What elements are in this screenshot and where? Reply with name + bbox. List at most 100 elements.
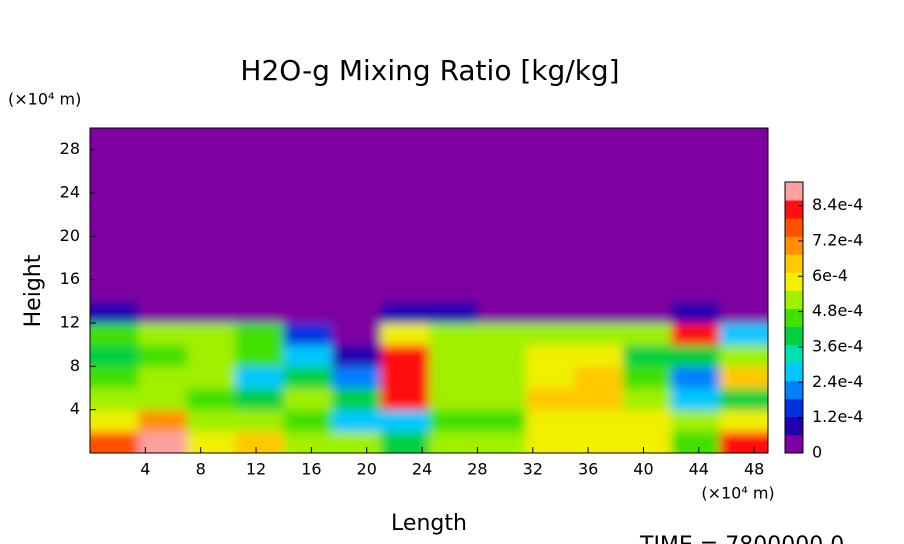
field-cell bbox=[525, 323, 575, 346]
field-cell bbox=[283, 279, 333, 302]
field-cell bbox=[719, 258, 768, 281]
field-cell bbox=[525, 279, 575, 302]
field-cell bbox=[671, 236, 721, 259]
field-cell bbox=[138, 193, 188, 216]
field-cell bbox=[283, 236, 333, 259]
field-cell bbox=[186, 431, 236, 453]
field-cell bbox=[622, 128, 672, 151]
field-cell bbox=[186, 344, 236, 367]
field-cell bbox=[380, 366, 430, 389]
field-cell bbox=[719, 193, 768, 216]
x-tick-label: 20 bbox=[357, 460, 377, 479]
field-cell bbox=[138, 388, 188, 411]
field-cell bbox=[622, 214, 672, 237]
field-cell bbox=[186, 128, 236, 151]
field-cell bbox=[429, 128, 478, 151]
field-cell bbox=[186, 214, 236, 237]
field-cell bbox=[380, 344, 430, 367]
field-cell bbox=[283, 149, 333, 172]
field-cell bbox=[380, 171, 430, 194]
field-cell bbox=[283, 171, 333, 194]
field-cell bbox=[429, 258, 478, 281]
field-cell bbox=[622, 323, 672, 346]
field-cell bbox=[429, 279, 478, 302]
colorbar-segment bbox=[785, 218, 803, 237]
field-cell bbox=[719, 236, 768, 259]
field-cell bbox=[671, 409, 721, 432]
field-cell bbox=[332, 366, 382, 389]
field-cell bbox=[235, 431, 285, 453]
field-cell bbox=[332, 171, 382, 194]
x-tick-label: 44 bbox=[689, 460, 709, 479]
field-cell bbox=[477, 323, 527, 346]
field-cell bbox=[283, 366, 333, 389]
field-cell bbox=[525, 128, 575, 151]
field-cell bbox=[477, 301, 527, 324]
field-cell bbox=[186, 323, 236, 346]
field-cell bbox=[429, 388, 478, 411]
field-cell bbox=[574, 409, 624, 432]
field-cell bbox=[235, 214, 285, 237]
field-cell bbox=[429, 344, 478, 367]
field-cell bbox=[622, 301, 672, 324]
y-unit: (×10⁴ m) bbox=[8, 90, 81, 109]
x-tick-label: 40 bbox=[633, 460, 653, 479]
field-cell bbox=[719, 366, 768, 389]
field-cell bbox=[574, 366, 624, 389]
colorbar-tick-label: 1.2e-4 bbox=[812, 407, 863, 426]
field-cell bbox=[332, 149, 382, 172]
field-cell bbox=[719, 388, 768, 411]
field-cell bbox=[90, 344, 139, 367]
field-cell bbox=[380, 128, 430, 151]
field-cell bbox=[574, 171, 624, 194]
field-cell bbox=[235, 258, 285, 281]
field-cell bbox=[186, 366, 236, 389]
field-cell bbox=[138, 236, 188, 259]
field-cell bbox=[477, 149, 527, 172]
field-cell bbox=[429, 323, 478, 346]
field-cell bbox=[622, 149, 672, 172]
field-cell bbox=[574, 301, 624, 324]
field-cell bbox=[90, 149, 139, 172]
colorbar-segment bbox=[785, 326, 803, 346]
field-cell bbox=[235, 149, 285, 172]
field-cell bbox=[332, 431, 382, 453]
field-cell bbox=[186, 193, 236, 216]
field-cell bbox=[477, 409, 527, 432]
field-cell bbox=[574, 258, 624, 281]
field-cell bbox=[283, 128, 333, 151]
colorbar-segment bbox=[785, 290, 803, 309]
field-cell bbox=[719, 344, 768, 367]
field-cell bbox=[138, 431, 188, 453]
field-cell bbox=[380, 214, 430, 237]
field bbox=[90, 128, 768, 453]
field-cell bbox=[235, 128, 285, 151]
colorbar-segment bbox=[785, 416, 803, 436]
field-cell bbox=[235, 323, 285, 346]
field-cell bbox=[186, 236, 236, 259]
field-cell bbox=[429, 301, 478, 324]
field-cell bbox=[719, 279, 768, 302]
x-axis-label: Length bbox=[391, 511, 467, 536]
field-cell bbox=[574, 344, 624, 367]
field-cell bbox=[186, 258, 236, 281]
colorbar-tick-label: 7.2e-4 bbox=[812, 230, 863, 249]
colorbar-segment bbox=[785, 344, 803, 364]
field-cell bbox=[525, 366, 575, 389]
field-cell bbox=[90, 323, 139, 346]
field-cell bbox=[622, 409, 672, 432]
field-cell bbox=[429, 193, 478, 216]
x-tick-label: 8 bbox=[196, 460, 206, 479]
field-cell bbox=[671, 344, 721, 367]
chart-title: H2O-g Mixing Ratio [kg/kg] bbox=[240, 54, 619, 87]
field-cell bbox=[332, 193, 382, 216]
field-cell bbox=[719, 171, 768, 194]
field-cell bbox=[186, 301, 236, 324]
field-cell bbox=[429, 366, 478, 389]
field-cell bbox=[138, 171, 188, 194]
field-cell bbox=[283, 388, 333, 411]
colorbar-segment bbox=[785, 236, 803, 255]
colorbar-tick-label: 2.4e-4 bbox=[812, 372, 863, 391]
field-cell bbox=[429, 171, 478, 194]
